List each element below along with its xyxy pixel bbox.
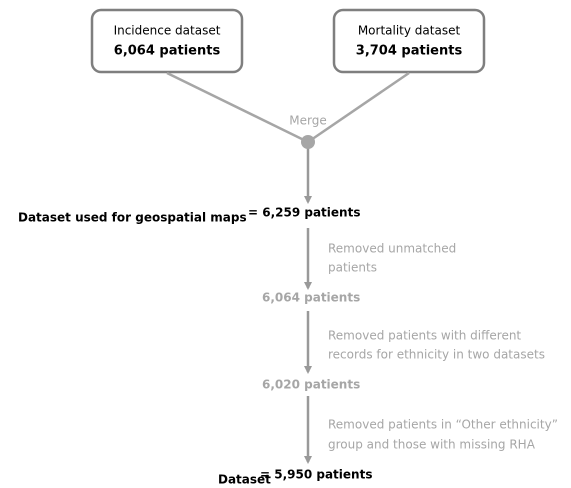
merge-line bbox=[166, 71, 309, 144]
merge-node bbox=[301, 135, 315, 149]
step-note: Removed patients with different bbox=[328, 329, 521, 343]
connectors bbox=[166, 71, 410, 464]
incidence-box bbox=[90, 8, 244, 74]
step-note: Removed patients in “Other ethnicity” bbox=[328, 418, 558, 432]
merge-label: Merge bbox=[289, 114, 326, 128]
step-count: 6,020 patients bbox=[262, 378, 360, 392]
box-count: 6,064 patients bbox=[114, 44, 221, 59]
step-note: Removed unmatched bbox=[328, 242, 456, 256]
boxes bbox=[90, 8, 486, 74]
mortality-box bbox=[332, 8, 486, 74]
step-label: Dataset used for geospatial maps bbox=[18, 211, 247, 225]
step-note: group and those with missing RHA bbox=[328, 438, 536, 452]
step-note: patients bbox=[328, 261, 377, 275]
step-count: = 6,259 patients bbox=[248, 206, 360, 220]
merge-line bbox=[307, 71, 410, 144]
box-label: Mortality dataset bbox=[358, 24, 461, 38]
step-label: Dataset bbox=[218, 473, 271, 487]
box-label: Incidence dataset bbox=[114, 24, 221, 38]
step-note: records for ethnicity in two datasets bbox=[328, 348, 545, 362]
step-count: = 5,950 patients bbox=[260, 468, 372, 482]
box-count: 3,704 patients bbox=[356, 44, 463, 59]
step-count: 6,064 patients bbox=[262, 291, 360, 305]
